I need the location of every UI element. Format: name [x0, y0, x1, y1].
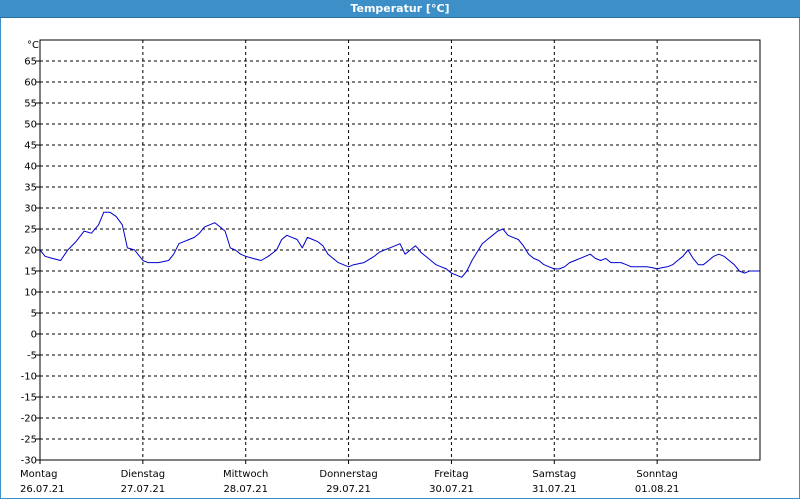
x-tick-date-label: 01.08.21 — [635, 484, 680, 495]
y-unit-label: °C — [27, 40, 39, 51]
x-tick-date-label: 31.07.21 — [532, 484, 577, 495]
y-tick-label: -25 — [21, 435, 37, 446]
y-tick-label: -15 — [21, 393, 37, 404]
y-tick-label: 55 — [24, 99, 37, 110]
series-group — [39, 211, 760, 278]
plot-border — [39, 39, 761, 461]
y-tick-label: 35 — [24, 183, 37, 194]
x-tick-day-label: Dienstag — [121, 469, 166, 480]
x-tick-day-label: Samstag — [532, 469, 576, 480]
x-tick-day-label: Sonntag — [636, 469, 678, 480]
grid — [40, 40, 760, 461]
x-tick-date-label: 26.07.21 — [20, 484, 65, 495]
x-tick-date-label: 29.07.21 — [326, 484, 371, 495]
x-tick-day-label: Freitag — [434, 469, 468, 480]
y-tick-label: 60 — [24, 78, 37, 89]
temperature-series-line — [39, 211, 760, 278]
y-tick-label: 50 — [24, 120, 37, 131]
y-tick-label: -30 — [21, 456, 37, 467]
y-tick-label: 25 — [24, 225, 37, 236]
y-tick-label: 40 — [24, 162, 37, 173]
y-axis-ticks: 65605550454035302520151050-5-10-15-20-25… — [21, 57, 40, 467]
y-tick-label: -5 — [27, 351, 37, 362]
y-tick-label: 20 — [24, 246, 37, 257]
y-tick-label: -10 — [21, 372, 37, 383]
y-tick-label: 5 — [31, 309, 37, 320]
chart-title-bar: Temperatur [°C] — [0, 0, 800, 18]
x-tick-date-label: 27.07.21 — [121, 484, 166, 495]
x-tick-day-label: Donnerstag — [319, 469, 377, 480]
chart-title: Temperatur [°C] — [350, 2, 450, 15]
x-tick-date-label: 28.07.21 — [223, 484, 268, 495]
x-tick-day-label: Montag — [20, 469, 57, 480]
y-tick-label: 65 — [24, 57, 37, 68]
y-tick-label: 0 — [31, 330, 37, 341]
y-tick-label: -20 — [21, 414, 37, 425]
x-tick-day-label: Mittwoch — [223, 469, 268, 480]
x-tick-date-label: 30.07.21 — [429, 484, 474, 495]
y-tick-label: 30 — [24, 204, 37, 215]
y-tick-label: 45 — [24, 141, 37, 152]
x-axis-ticks: Montag 26.07.21 Dienstag 27.07.21 Mittwoch 28… — [20, 460, 679, 495]
y-tick-label: 10 — [24, 288, 37, 299]
y-tick-label: 15 — [24, 267, 37, 278]
